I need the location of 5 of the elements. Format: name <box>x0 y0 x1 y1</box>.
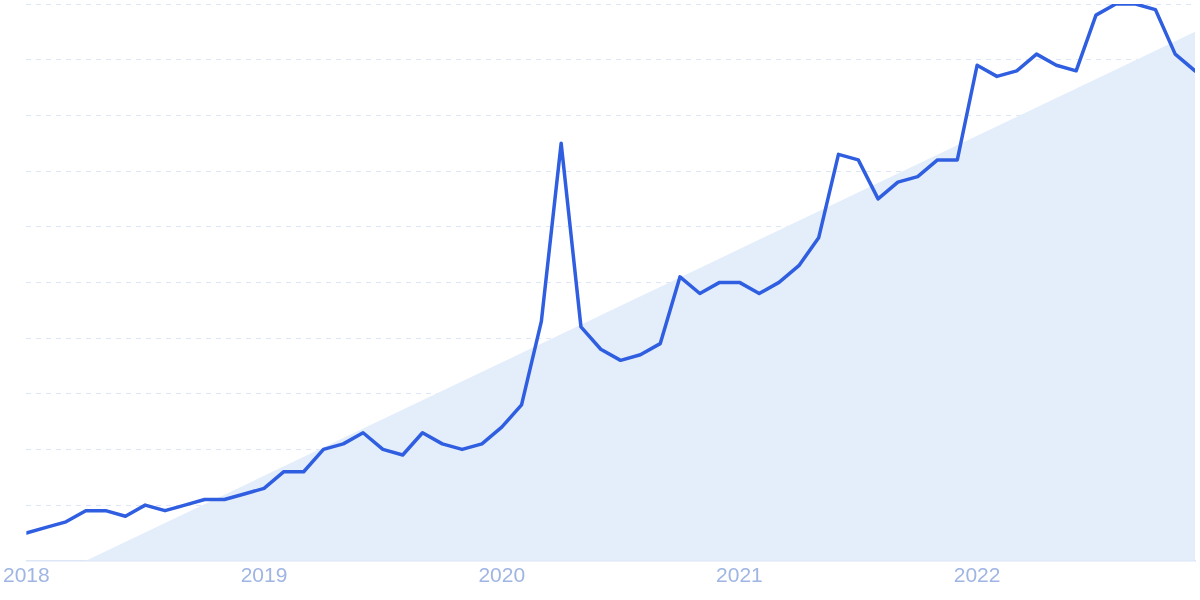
x-tick-label: 2022 <box>953 563 1001 587</box>
x-tick-label: 2019 <box>240 563 288 587</box>
x-tick-label: 2020 <box>478 563 526 587</box>
x-tick-label: 2021 <box>716 563 763 587</box>
x-tick-label: 2018 <box>3 563 50 587</box>
